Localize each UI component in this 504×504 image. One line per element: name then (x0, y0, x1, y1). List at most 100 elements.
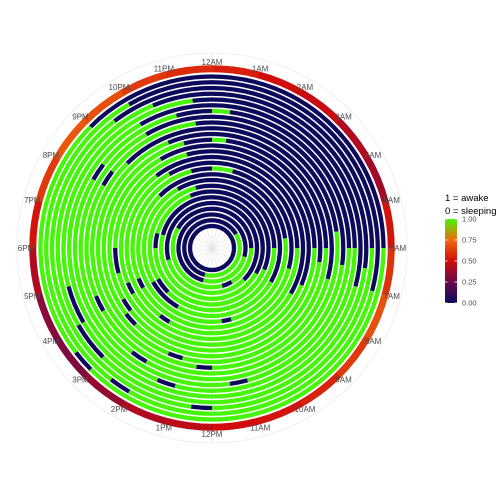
ring-12-segment-1 (131, 292, 293, 342)
ring-13-segment-4 (186, 149, 213, 157)
ring-20-segment-6 (101, 113, 178, 166)
average-ring-segment-18 (29, 199, 43, 249)
average-ring-segment-0 (211, 65, 261, 79)
average-ring-segment-22 (120, 71, 168, 96)
ring-14-segment-4 (159, 143, 213, 162)
ring-9-segment-1 (230, 238, 288, 322)
ring-24-segment-2 (190, 404, 213, 411)
ring-22-segment-0 (211, 97, 363, 287)
ring-22-segment-1 (81, 285, 358, 399)
ring-22-segment-2 (66, 285, 86, 324)
ring-15-segment-1 (225, 138, 323, 263)
average-ring-segment-16 (35, 292, 60, 340)
ring-2-segment-1 (202, 256, 247, 284)
ring-19-segment-0 (211, 114, 346, 266)
legend-title-line-1: 1 = awake (445, 193, 489, 204)
hour-label-4AM: 4AM (365, 151, 382, 160)
ring-26-segment-2 (74, 351, 93, 371)
ring-16-segment-4 (167, 131, 213, 145)
ring-26-segment-1 (89, 247, 386, 422)
ring-25-segment-4 (128, 80, 213, 107)
ring-25-segment-2 (109, 377, 131, 394)
ring-10-segment-0 (211, 166, 234, 174)
hour-label-8AM: 8AM (365, 337, 382, 346)
average-ring-segment-21 (82, 89, 125, 124)
ring-23-segment-3 (55, 103, 154, 327)
ring-18-segment-2 (94, 295, 106, 312)
ring-20-segment-1 (229, 110, 352, 249)
average-ring-segment-23 (164, 65, 213, 79)
ring-18-segment-6 (195, 120, 213, 126)
ring-14-segment-1 (128, 247, 317, 353)
hour-label-3AM: 3AM (335, 112, 352, 121)
average-ring-segment-19 (35, 155, 61, 203)
ring-11-segment-4 (168, 160, 213, 177)
average-ring-segment-4 (364, 156, 389, 204)
ring-25-segment-1 (128, 290, 375, 416)
ring-21-segment-4 (139, 103, 213, 127)
legend-tick-label-4: 0.00 (462, 299, 477, 308)
ring-21-segment-2 (156, 377, 176, 388)
average-ring-segment-11 (211, 417, 260, 431)
ring-26-segment-0 (211, 74, 386, 249)
ring-4-segment-0 (211, 200, 260, 282)
hour-label-2AM: 2AM (297, 83, 314, 92)
color-legend: 1 = awake 0 = sleeping 1.00 0.75 0.50 0.25 0… (445, 193, 497, 308)
ring-12-segment-0 (211, 154, 306, 295)
ring-19-segment-2 (130, 350, 148, 364)
ring-3-segment-2 (221, 280, 233, 288)
average-ring-segment-3 (336, 118, 371, 161)
ring-15-segment-0 (211, 137, 227, 143)
hour-label-2PM: 2PM (111, 405, 128, 414)
ring-10-segment-3 (136, 277, 146, 289)
legend-ticks: 1.00 0.75 0.50 0.25 0.00 (445, 215, 477, 308)
hour-label-5AM: 5AM (383, 196, 400, 205)
ring-3-segment-0 (211, 206, 254, 249)
ring-8-segment-4 (176, 177, 213, 191)
ring-18-segment-5 (110, 121, 196, 173)
ring-20-segment-7 (175, 108, 213, 118)
hour-label-6PM: 6PM (18, 244, 35, 253)
ring-19-segment-1 (145, 264, 345, 382)
ring-16-segment-1 (181, 247, 329, 365)
ring-8-segment-0 (211, 177, 283, 284)
ring-24-segment-0 (211, 85, 375, 249)
hour-tick-labels: 12AM 1AM 2AM 3AM 4AM 5AM 6AM 7AM 8AM 9AM 10AM 11AM 1… (18, 58, 407, 439)
average-ring-segment-12 (163, 417, 213, 431)
ring-18-segment-1 (101, 231, 340, 376)
ring-9-segment-3 (136, 194, 222, 324)
ring-11-segment-2 (158, 313, 171, 324)
ring-23-segment-1 (101, 267, 368, 405)
ring-21-segment-0 (211, 103, 357, 249)
ring-23-segment-2 (76, 324, 105, 359)
ring-13-segment-2 (113, 247, 121, 274)
ring-7-segment-2 (156, 278, 170, 294)
average-ring-segment-6 (381, 247, 395, 297)
ring-10-segment-2 (141, 268, 291, 330)
ring-1-segment-2 (182, 218, 213, 277)
ring-12-segment-2 (125, 281, 136, 295)
ring-23-segment-0 (211, 91, 369, 269)
ring-9-segment-0 (211, 172, 288, 239)
legend-tick-label-1: 0.75 (462, 236, 477, 245)
ring-23-segment-4 (152, 91, 213, 108)
ring-8-segment-1 (176, 280, 273, 319)
ring-25-segment-0 (211, 80, 380, 292)
ring-18-segment-0 (211, 120, 339, 232)
hour-label-10PM: 10PM (109, 83, 130, 92)
ring-24-segment-4 (113, 85, 213, 123)
hour-label-8PM: 8PM (43, 151, 60, 160)
hour-label-11PM: 11PM (154, 64, 175, 73)
ring-13-segment-0 (211, 149, 311, 286)
ring-2-segment-2 (176, 212, 213, 283)
ring-7-segment-1 (166, 247, 277, 313)
ring-24-segment-3 (49, 119, 192, 409)
ring-11-segment-3 (124, 172, 171, 318)
ring-1-segment-1 (204, 233, 242, 278)
ring-18-segment-3 (84, 184, 106, 297)
hour-label-12PM: 12PM (202, 430, 223, 439)
hour-label-1AM: 1AM (252, 64, 269, 73)
hour-label-9PM: 9PM (72, 112, 89, 121)
sleep-rings (29, 65, 395, 431)
